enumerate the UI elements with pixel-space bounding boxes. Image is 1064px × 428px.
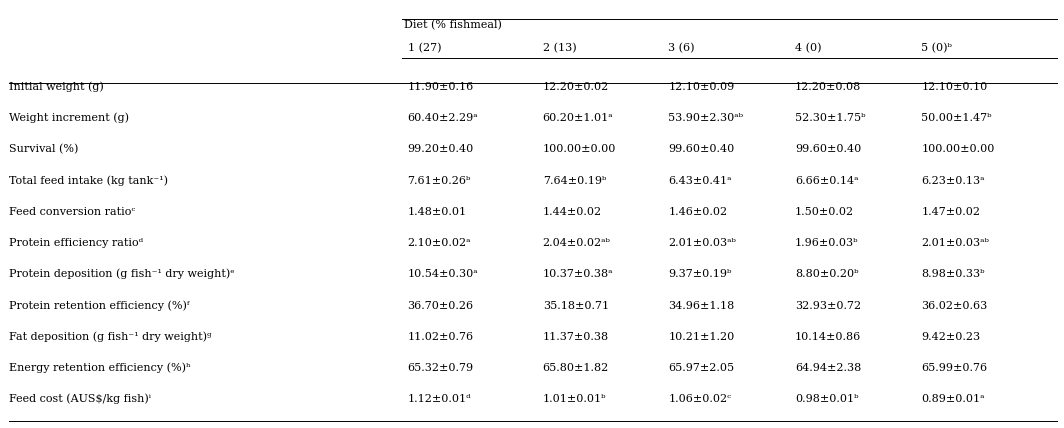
Text: 50.00±1.47ᵇ: 50.00±1.47ᵇ: [921, 113, 992, 123]
Text: 10.54±0.30ᵃ: 10.54±0.30ᵃ: [408, 269, 478, 279]
Text: 1.06±0.02ᶜ: 1.06±0.02ᶜ: [668, 394, 731, 404]
Text: 65.97±2.05: 65.97±2.05: [668, 363, 734, 373]
Text: 64.94±2.38: 64.94±2.38: [795, 363, 861, 373]
Text: 12.20±0.02: 12.20±0.02: [543, 82, 609, 92]
Text: 6.66±0.14ᵃ: 6.66±0.14ᵃ: [795, 175, 859, 186]
Text: 9.42±0.23: 9.42±0.23: [921, 332, 981, 342]
Text: 1.48±0.01: 1.48±0.01: [408, 207, 467, 217]
Text: 1.50±0.02: 1.50±0.02: [795, 207, 854, 217]
Text: Initial weight (g): Initial weight (g): [9, 81, 103, 92]
Text: 1.96±0.03ᵇ: 1.96±0.03ᵇ: [795, 238, 859, 248]
Text: 7.64±0.19ᵇ: 7.64±0.19ᵇ: [543, 175, 606, 186]
Text: 60.20±1.01ᵃ: 60.20±1.01ᵃ: [543, 113, 613, 123]
Text: 60.40±2.29ᵃ: 60.40±2.29ᵃ: [408, 113, 478, 123]
Text: 5 (0)ᵇ: 5 (0)ᵇ: [921, 43, 952, 54]
Text: 35.18±0.71: 35.18±0.71: [543, 300, 609, 311]
Text: 2.01±0.03ᵃᵇ: 2.01±0.03ᵃᵇ: [921, 238, 990, 248]
Text: 99.60±0.40: 99.60±0.40: [795, 144, 861, 155]
Text: Feed conversion ratioᶜ: Feed conversion ratioᶜ: [9, 207, 135, 217]
Text: 1.47±0.02: 1.47±0.02: [921, 207, 980, 217]
Text: 9.37±0.19ᵇ: 9.37±0.19ᵇ: [668, 269, 732, 279]
Text: 2.04±0.02ᵃᵇ: 2.04±0.02ᵃᵇ: [543, 238, 611, 248]
Text: Survival (%): Survival (%): [9, 144, 78, 155]
Text: 2 (13): 2 (13): [543, 43, 577, 54]
Text: Feed cost (AUS$/kg fish)ⁱ: Feed cost (AUS$/kg fish)ⁱ: [9, 394, 150, 404]
Text: 99.20±0.40: 99.20±0.40: [408, 144, 473, 155]
Text: 1.46±0.02: 1.46±0.02: [668, 207, 728, 217]
Text: 7.61±0.26ᵇ: 7.61±0.26ᵇ: [408, 175, 471, 186]
Text: 12.10±0.10: 12.10±0.10: [921, 82, 987, 92]
Text: 34.96±1.18: 34.96±1.18: [668, 300, 734, 311]
Text: 65.80±1.82: 65.80±1.82: [543, 363, 609, 373]
Text: 36.02±0.63: 36.02±0.63: [921, 300, 987, 311]
Text: 0.89±0.01ᵃ: 0.89±0.01ᵃ: [921, 394, 985, 404]
Text: 1 (27): 1 (27): [408, 43, 440, 54]
Text: Fat deposition (g fish⁻¹ dry weight)ᵍ: Fat deposition (g fish⁻¹ dry weight)ᵍ: [9, 331, 211, 342]
Text: 8.98±0.33ᵇ: 8.98±0.33ᵇ: [921, 269, 985, 279]
Text: 10.37±0.38ᵃ: 10.37±0.38ᵃ: [543, 269, 613, 279]
Text: 1.01±0.01ᵇ: 1.01±0.01ᵇ: [543, 394, 606, 404]
Text: 6.23±0.13ᵃ: 6.23±0.13ᵃ: [921, 175, 985, 186]
Text: 65.32±0.79: 65.32±0.79: [408, 363, 473, 373]
Text: 99.60±0.40: 99.60±0.40: [668, 144, 734, 155]
Text: 12.20±0.08: 12.20±0.08: [795, 82, 861, 92]
Text: 10.21±1.20: 10.21±1.20: [668, 332, 734, 342]
Text: 52.30±1.75ᵇ: 52.30±1.75ᵇ: [795, 113, 865, 123]
Text: Protein efficiency ratioᵈ: Protein efficiency ratioᵈ: [9, 238, 143, 248]
Text: 100.00±0.00: 100.00±0.00: [543, 144, 616, 155]
Text: 53.90±2.30ᵃᵇ: 53.90±2.30ᵃᵇ: [668, 113, 743, 123]
Text: Weight increment (g): Weight increment (g): [9, 113, 129, 123]
Text: 4 (0): 4 (0): [795, 43, 821, 54]
Text: 1.12±0.01ᵈ: 1.12±0.01ᵈ: [408, 394, 471, 404]
Text: 2.01±0.03ᵃᵇ: 2.01±0.03ᵃᵇ: [668, 238, 736, 248]
Text: 36.70±0.26: 36.70±0.26: [408, 300, 473, 311]
Text: 10.14±0.86: 10.14±0.86: [795, 332, 861, 342]
Text: 100.00±0.00: 100.00±0.00: [921, 144, 995, 155]
Text: 1.44±0.02: 1.44±0.02: [543, 207, 602, 217]
Text: 2.10±0.02ᵃ: 2.10±0.02ᵃ: [408, 238, 471, 248]
Text: Protein retention efficiency (%)ᶠ: Protein retention efficiency (%)ᶠ: [9, 300, 189, 311]
Text: Energy retention efficiency (%)ʰ: Energy retention efficiency (%)ʰ: [9, 363, 190, 373]
Text: 11.02±0.76: 11.02±0.76: [408, 332, 473, 342]
Text: Diet (% fishmeal): Diet (% fishmeal): [404, 20, 502, 30]
Text: Protein deposition (g fish⁻¹ dry weight)ᵉ: Protein deposition (g fish⁻¹ dry weight)…: [9, 269, 234, 279]
Text: 11.37±0.38: 11.37±0.38: [543, 332, 609, 342]
Text: 32.93±0.72: 32.93±0.72: [795, 300, 861, 311]
Text: 11.90±0.16: 11.90±0.16: [408, 82, 473, 92]
Text: 12.10±0.09: 12.10±0.09: [668, 82, 734, 92]
Text: 3 (6): 3 (6): [668, 43, 695, 54]
Text: 0.98±0.01ᵇ: 0.98±0.01ᵇ: [795, 394, 859, 404]
Text: 65.99±0.76: 65.99±0.76: [921, 363, 987, 373]
Text: 8.80±0.20ᵇ: 8.80±0.20ᵇ: [795, 269, 859, 279]
Text: 6.43±0.41ᵃ: 6.43±0.41ᵃ: [668, 175, 732, 186]
Text: Total feed intake (kg tank⁻¹): Total feed intake (kg tank⁻¹): [9, 175, 167, 186]
